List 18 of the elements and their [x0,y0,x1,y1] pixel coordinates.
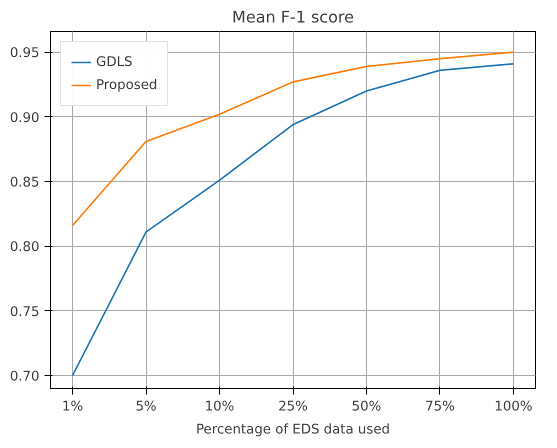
y-tick-label: 0.80 [10,240,40,256]
legend-label: Proposed [96,78,158,92]
x-tick-label: 25% [278,400,308,414]
y-tick-label: 0.75 [10,304,40,320]
legend-label: GDLS [96,54,132,70]
x-tick-label: 75% [425,400,455,414]
line-series [72,51,514,226]
y-tick-label: 0.95 [10,46,40,62]
x-tick-label: 5% [135,400,157,414]
y-tick-label: 0.85 [10,176,40,191]
y-tick-label: 0.70 [10,370,40,385]
x-tick-label: 50% [352,400,382,414]
x-tick-label: 100% [494,400,533,414]
x-tick-label: 10% [204,400,234,414]
x-tick-label: 1% [62,400,84,414]
y-tick-label: 0.90 [10,110,40,126]
x-axis-title: Percentage of EDS data used [196,422,390,438]
chart-title: Mean F-1 score [232,8,354,26]
